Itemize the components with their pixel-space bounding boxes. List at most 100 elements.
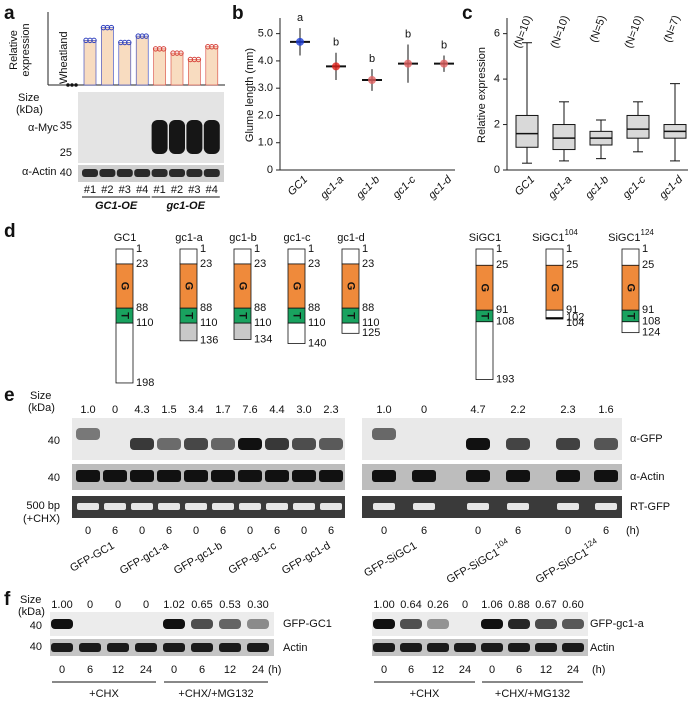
y-axis-label: Glume length (mm) xyxy=(244,48,256,142)
band xyxy=(265,438,289,450)
position-label: 23 xyxy=(362,258,374,270)
band xyxy=(82,169,98,177)
domain-label: G xyxy=(183,282,195,291)
unit-label: (h) xyxy=(268,664,281,676)
quantification: 0 xyxy=(462,599,468,611)
bar-point xyxy=(108,24,115,31)
band xyxy=(76,428,100,440)
n-label: (N=7) xyxy=(662,14,683,44)
group-label: +CHX xyxy=(89,688,119,700)
band xyxy=(535,619,557,629)
quantification: 1.06 xyxy=(481,599,502,611)
position-label: 110 xyxy=(200,317,218,329)
text-part: GFP-GC1 xyxy=(68,540,116,575)
band xyxy=(211,470,235,482)
band xyxy=(169,169,185,177)
position-label: 124 xyxy=(642,327,660,339)
mean-point xyxy=(404,59,412,68)
band xyxy=(556,470,580,482)
unit-label: (h) xyxy=(626,525,639,537)
time-label: 6 xyxy=(421,525,427,537)
x-tick-label: gc1-a xyxy=(546,174,574,202)
position-label: 136 xyxy=(200,335,218,347)
position-label: 110 xyxy=(254,317,272,329)
n-label: (N=5) xyxy=(588,14,609,44)
blot xyxy=(50,639,274,656)
band xyxy=(76,470,100,482)
band xyxy=(239,503,261,510)
lane-label: #4 xyxy=(206,184,218,196)
construct-label: GFP-gc1-d xyxy=(280,540,333,577)
unit-label: (h) xyxy=(592,664,605,676)
time-label: 12 xyxy=(432,664,444,676)
x-tick-label: gc1-d xyxy=(657,173,686,202)
quantification: 1.00 xyxy=(373,599,394,611)
band xyxy=(247,643,269,652)
quantification: 0 xyxy=(115,599,121,611)
protein-segment xyxy=(115,248,134,265)
quantification: 0.60 xyxy=(562,599,583,611)
time-label: 24 xyxy=(252,664,264,676)
band xyxy=(130,470,154,482)
protein-segment xyxy=(545,317,564,320)
band xyxy=(203,120,220,154)
size-label: (kDa) xyxy=(16,104,43,116)
band xyxy=(466,438,490,450)
band xyxy=(594,470,618,482)
text-part: gc1-c xyxy=(284,232,311,244)
group-label: GC1-OE xyxy=(95,200,138,212)
quantification: 0 xyxy=(87,599,93,611)
position-label: 110 xyxy=(308,317,326,329)
blot-label: α-Actin xyxy=(630,471,664,483)
marker: 500 bp xyxy=(26,500,60,512)
protein-segment xyxy=(179,248,198,265)
protein-segment xyxy=(287,248,306,265)
position-label: 88 xyxy=(254,302,266,314)
control-label: Wheatland xyxy=(58,31,70,84)
text-part: GFP-gc1-b xyxy=(172,540,225,577)
band xyxy=(562,643,584,652)
y-tick-label: 0 xyxy=(494,164,500,176)
domain-label: T xyxy=(183,312,195,319)
quantification: 1.5 xyxy=(161,404,176,416)
position-label: 1 xyxy=(136,243,142,255)
time-label: 6 xyxy=(515,525,521,537)
bar-point xyxy=(178,50,184,56)
domain-label: G xyxy=(549,283,561,292)
time-label: 0 xyxy=(381,525,387,537)
band xyxy=(185,503,207,510)
position-label: 88 xyxy=(308,302,320,314)
blot-label: α-GFP xyxy=(630,433,663,445)
quantification: 1.0 xyxy=(376,404,391,416)
time-label: 24 xyxy=(140,664,152,676)
time-label: 6 xyxy=(603,525,609,537)
time-label: 6 xyxy=(274,525,280,537)
panel-label: a xyxy=(4,3,15,24)
text-part: GFP-SiGC1 xyxy=(445,546,502,586)
domain-label: T xyxy=(625,313,637,320)
quantification: 2.3 xyxy=(323,404,338,416)
position-label: 91 xyxy=(496,304,508,316)
significance-letter: a xyxy=(297,12,304,24)
position-label: 23 xyxy=(254,258,266,270)
position-label: 193 xyxy=(496,373,514,385)
gel xyxy=(72,496,345,518)
position-label: 198 xyxy=(136,377,154,389)
band xyxy=(373,619,395,629)
quantification: 0 xyxy=(143,599,149,611)
text-part: SiGC1 xyxy=(469,232,501,244)
significance-letter: b xyxy=(333,37,339,49)
control-point xyxy=(74,83,78,87)
quantification: 0 xyxy=(421,404,427,416)
band xyxy=(131,503,153,510)
band xyxy=(219,619,241,629)
band xyxy=(506,470,530,482)
band xyxy=(51,619,73,629)
band xyxy=(238,438,262,450)
quantification: 0.64 xyxy=(400,599,421,611)
band xyxy=(319,438,343,450)
band xyxy=(266,503,288,510)
mean-point xyxy=(368,76,376,84)
bar-point xyxy=(143,33,149,39)
quantification: 1.02 xyxy=(163,599,184,611)
